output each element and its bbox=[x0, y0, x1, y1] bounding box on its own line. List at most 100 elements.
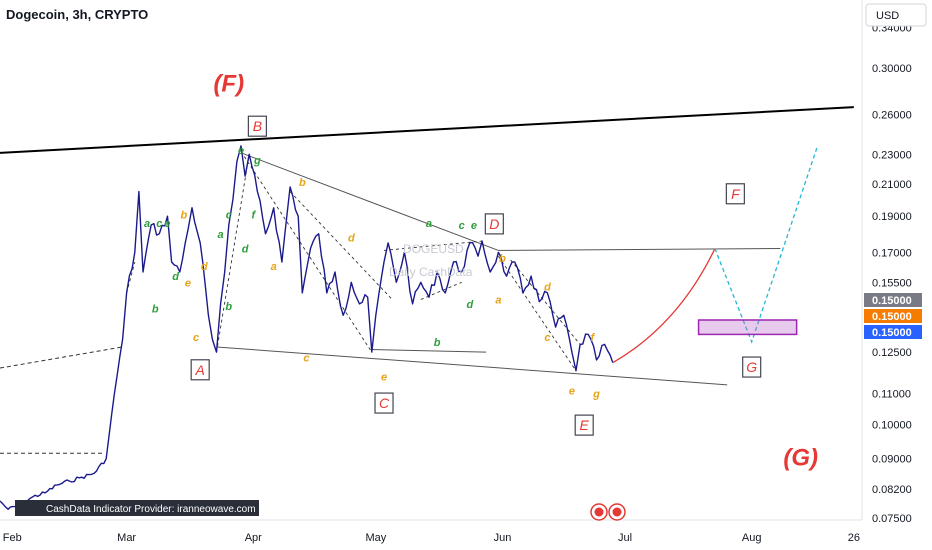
projection-path bbox=[714, 147, 818, 344]
currency-label: USD bbox=[876, 10, 899, 22]
y-tick-label: 0.10000 bbox=[872, 419, 912, 431]
wave-label-major: (G) bbox=[783, 445, 818, 472]
y-tick-label: 0.21000 bbox=[872, 179, 912, 191]
price-tag bbox=[864, 293, 922, 307]
wave-dashed-line bbox=[240, 151, 373, 353]
wave-sublabel: d bbox=[242, 244, 249, 256]
wave-sublabel: d bbox=[201, 261, 208, 273]
wave-sublabel: c bbox=[226, 210, 232, 222]
x-tick-label: Aug bbox=[742, 532, 762, 544]
wave-sublabel: d bbox=[466, 299, 473, 311]
wave-sublabel: e bbox=[185, 277, 191, 289]
wave-label-box bbox=[725, 183, 745, 205]
provider-text: CashData Indicator Provider: iranneowave… bbox=[46, 504, 256, 515]
wave-sublabel: e bbox=[164, 218, 170, 230]
price-tag-label: 0.15000 bbox=[872, 295, 912, 307]
x-tick-label: Jun bbox=[494, 532, 512, 544]
wave-dashed-line bbox=[420, 281, 462, 300]
wave-dashed-line bbox=[126, 261, 136, 294]
y-tick-label: 0.12500 bbox=[872, 347, 912, 359]
x-tick-label: May bbox=[365, 532, 386, 544]
trendline bbox=[0, 106, 854, 154]
y-tick-label: 0.30000 bbox=[872, 63, 912, 75]
wave-sublabel: e bbox=[238, 145, 244, 157]
price-series-line bbox=[0, 145, 614, 510]
wave-sublabel: f bbox=[591, 332, 596, 344]
wave-sublabel: a bbox=[271, 261, 277, 273]
wave-sublabel: d bbox=[544, 282, 551, 294]
wave-label: B bbox=[253, 118, 262, 134]
y-tick-label: 0.23000 bbox=[872, 149, 912, 161]
wave-sublabel: g bbox=[592, 389, 600, 401]
wave-label-major: (F) bbox=[213, 71, 244, 98]
x-tick-label: Mar bbox=[117, 532, 136, 544]
wave-sublabel: b bbox=[152, 303, 159, 315]
wave-sublabel: e bbox=[381, 371, 387, 383]
currency-selector[interactable]: USD bbox=[865, 3, 927, 27]
price-tag bbox=[864, 309, 922, 323]
x-tick-label: Feb bbox=[3, 532, 22, 544]
y-tick-label: 0.11000 bbox=[872, 389, 911, 401]
provider-banner: CashData Indicator Provider: iranneowave… bbox=[15, 500, 259, 516]
projection-path bbox=[612, 248, 716, 364]
wave-sublabel: g bbox=[253, 155, 261, 167]
price-axis[interactable]: 0.340000.300000.260000.230000.210000.190… bbox=[864, 22, 922, 525]
y-tick-label: 0.07500 bbox=[872, 513, 912, 525]
wave-label-box bbox=[190, 359, 210, 381]
price-tag-label: 0.15000 bbox=[872, 311, 912, 323]
wave-sublabel: d bbox=[172, 271, 179, 283]
event-flag-icon[interactable] bbox=[590, 503, 608, 521]
wave-sublabel: c bbox=[303, 352, 309, 364]
wave-sublabel: b bbox=[499, 253, 506, 265]
wave-sublabel: b bbox=[225, 301, 232, 313]
wave-sublabel: e bbox=[471, 220, 477, 232]
wave-sublabel: b bbox=[180, 210, 187, 222]
trendline bbox=[240, 152, 499, 251]
price-tag bbox=[864, 325, 922, 339]
wave-label: G bbox=[746, 359, 757, 375]
x-tick-label: 26 bbox=[848, 532, 860, 544]
watermark-text: Daily CashData bbox=[389, 265, 473, 279]
wave-sublabel: a bbox=[144, 218, 150, 230]
y-tick-label: 0.15500 bbox=[872, 277, 912, 289]
wave-sublabel: b bbox=[299, 177, 306, 189]
wave-label-box bbox=[574, 414, 594, 436]
time-axis[interactable]: Feb Mar Apr May Jun Jul Aug 26 bbox=[3, 532, 860, 544]
y-tick-label: 0.26000 bbox=[872, 109, 912, 121]
y-tick-label: 0.08200 bbox=[872, 484, 912, 496]
wave-sublabel: b bbox=[434, 337, 441, 349]
wave-label: E bbox=[580, 417, 590, 433]
wave-sublabel: a bbox=[218, 229, 224, 241]
wave-sublabel: e bbox=[569, 386, 575, 398]
y-tick-label: 0.19000 bbox=[872, 211, 912, 223]
wave-sublabel: c bbox=[193, 332, 199, 344]
wave-sublabel: c bbox=[156, 218, 162, 230]
wave-label: D bbox=[489, 216, 499, 232]
wave-dashed-line bbox=[498, 255, 577, 372]
wave-sublabel: c bbox=[459, 220, 465, 232]
wave-sublabel: a bbox=[426, 218, 432, 230]
wave-label: C bbox=[379, 395, 390, 411]
event-flag-icon[interactable] bbox=[608, 503, 626, 521]
trendline bbox=[498, 248, 781, 251]
watermark-symbol: DOGEUSD bbox=[403, 242, 464, 256]
wave-sublabel: a bbox=[495, 294, 501, 306]
wave-label-box bbox=[742, 356, 762, 378]
wave-dashed-line bbox=[383, 240, 483, 251]
y-tick-label: 0.17000 bbox=[872, 247, 912, 259]
x-tick-label: Jul bbox=[618, 532, 632, 544]
wave-label-box bbox=[374, 392, 394, 414]
wave-dashed-line bbox=[510, 259, 581, 345]
wave-dashed-line bbox=[289, 191, 393, 300]
wave-sublabel: d bbox=[348, 232, 355, 244]
wave-label-box bbox=[484, 213, 504, 235]
wave-sublabel: f bbox=[251, 210, 256, 222]
wave-label-box bbox=[247, 115, 267, 137]
trendline bbox=[371, 349, 487, 353]
target-zone[interactable] bbox=[697, 319, 798, 336]
chart-title: Dogecoin, 3h, CRYPTO bbox=[6, 7, 148, 22]
wave-label: F bbox=[731, 186, 741, 202]
